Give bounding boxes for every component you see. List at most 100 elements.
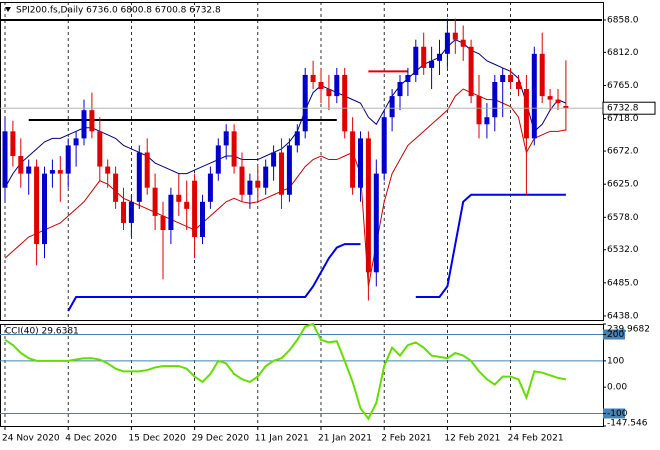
x-tick-label: 11 Jan 2021 [255, 434, 309, 444]
candle-body [468, 46, 474, 97]
y-tick-label: 239.9682 [607, 325, 650, 335]
tick-box [603, 408, 625, 419]
x-tick-label: 4 Dec 2020 [65, 434, 117, 444]
candle-body [508, 74, 514, 82]
candle-body [263, 166, 269, 188]
cci-title: CCI(40) 29.6381 [5, 327, 79, 337]
y-tick-label: 6485.0 [607, 278, 639, 288]
candle-body [65, 145, 71, 174]
candle-body [255, 180, 261, 188]
chart-title: SPI200.fs,Daily 6736.0 6800.8 6700.8 673… [16, 6, 221, 16]
y-tick-label: 6438.0 [607, 311, 639, 321]
candle-body [207, 173, 213, 202]
candle-body [539, 53, 545, 97]
indicator-line [415, 193, 566, 298]
candle-body [49, 170, 55, 174]
candle-body [223, 131, 229, 146]
candle-body [358, 138, 363, 188]
candle-body [437, 53, 442, 61]
candle-body [452, 32, 458, 40]
last-price-box [602, 101, 656, 115]
candle-body [89, 110, 95, 132]
x-tick-label: 21 Jan 2021 [318, 434, 372, 444]
candle-body [365, 138, 371, 273]
candle-body [405, 74, 411, 82]
candle-body [215, 145, 221, 174]
y-tick-label: -100 [607, 409, 628, 419]
candle-body [57, 170, 63, 174]
y-tick-label: 6858.0 [607, 15, 639, 25]
candle-body [444, 32, 450, 54]
candle-body [389, 96, 395, 118]
candle-body [547, 96, 553, 100]
candle-body [121, 201, 126, 223]
candle-body [73, 138, 79, 146]
candle-body [200, 201, 205, 238]
y-tick-label: 6578.0 [607, 213, 639, 223]
indicator-line [67, 243, 361, 312]
y-tick-label: 200 [607, 330, 624, 340]
candle-body [342, 74, 348, 132]
candle-body [81, 110, 87, 139]
y-tick-label: -147.546 [607, 419, 648, 429]
menu-arrow [5, 7, 11, 12]
candle-body [326, 89, 332, 97]
candle-body [421, 46, 427, 68]
candle-body [286, 145, 292, 195]
candle-body [413, 46, 419, 75]
candle-body [247, 180, 253, 195]
y-tick-label: 6532.0 [607, 245, 639, 255]
candle-body [318, 81, 324, 90]
candle-body [168, 194, 174, 230]
candle-body [279, 152, 284, 195]
candle-body [184, 201, 190, 209]
y-tick-label: 6672.0 [607, 147, 639, 157]
x-tick-label: 29 Dec 2020 [192, 434, 250, 444]
candle-body [176, 194, 182, 202]
candle-body [500, 74, 506, 82]
candle-body [516, 81, 521, 90]
x-tick-label: 2 Feb 2021 [381, 434, 431, 444]
tick-box [603, 329, 625, 340]
candle-body [429, 60, 435, 68]
y-tick-label: 6625.0 [607, 180, 639, 190]
y-tick-label: 6765.0 [607, 81, 639, 91]
candle-body [26, 166, 32, 174]
candle-body [523, 89, 529, 139]
candle-body [302, 74, 308, 132]
candle-body [555, 99, 561, 104]
candle-body [563, 105, 569, 109]
candle-body [160, 215, 166, 230]
candle-body [294, 131, 300, 146]
candle-body [460, 39, 466, 47]
candle-body [144, 152, 150, 188]
candle-body [97, 131, 103, 167]
candle-body [381, 117, 387, 174]
cci-panel-frame [0, 324, 604, 427]
y-tick-label: 0.00 [607, 383, 627, 393]
candle-body [350, 131, 356, 188]
candle-body [10, 131, 16, 156]
price-panel-frame [0, 2, 604, 321]
y-tick-label: 6812.0 [607, 48, 639, 58]
candle-body [484, 117, 490, 125]
candle-body [334, 74, 340, 97]
candle-body [492, 81, 498, 118]
candle-body [373, 173, 379, 273]
candle-body [192, 180, 198, 238]
cci-line [4, 322, 567, 421]
last-price-label: 6732.8 [607, 104, 639, 114]
candle-body [152, 187, 158, 216]
candle-body [105, 166, 111, 174]
candle-body [136, 152, 142, 202]
candle-body [18, 155, 24, 174]
candle-body [531, 53, 537, 139]
candle-body [476, 96, 482, 125]
candle-body [42, 173, 47, 245]
x-tick-label: 15 Dec 2020 [128, 434, 186, 444]
candle-body [2, 131, 8, 188]
candle-body [310, 74, 316, 82]
y-tick-label: 6718.0 [607, 114, 639, 124]
candle-body [397, 81, 403, 97]
